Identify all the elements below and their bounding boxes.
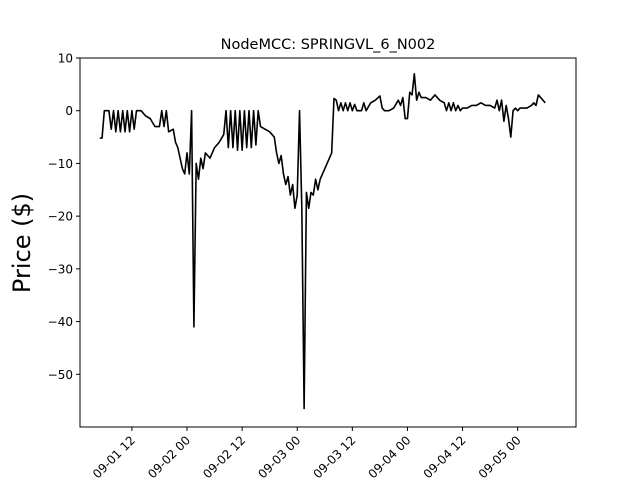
y-tick-label: −10 bbox=[48, 157, 73, 171]
plot-area bbox=[80, 58, 576, 427]
y-tick-label: −30 bbox=[48, 262, 73, 276]
series-line-0 bbox=[99, 73, 546, 410]
y-tick-label: 10 bbox=[58, 52, 73, 66]
y-tick-label: 0 bbox=[65, 104, 73, 118]
y-tick-label: −20 bbox=[48, 210, 73, 224]
y-axis: 10 0 −10 −20 −30 −40 −50 bbox=[48, 52, 80, 382]
y-tick-label: −40 bbox=[48, 315, 73, 329]
y-axis-label: Price ($) bbox=[8, 193, 36, 293]
plot-frame bbox=[79, 57, 577, 428]
chart-title: NodeMCC: SPRINGVL_6_N002 bbox=[221, 37, 436, 53]
y-tick-label: −50 bbox=[48, 368, 73, 382]
series-layer bbox=[99, 73, 546, 410]
